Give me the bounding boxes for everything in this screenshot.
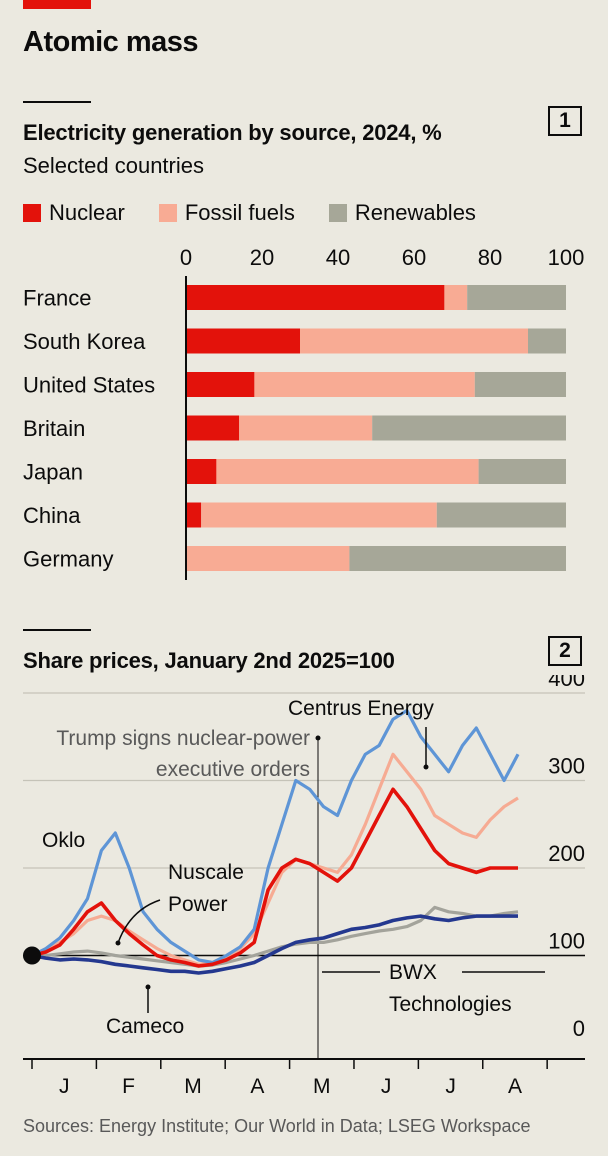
bar-renewables <box>436 502 566 528</box>
line-cameco <box>31 914 518 975</box>
brand-tag <box>23 0 91 9</box>
legend-label-fossil: Fossil fuels <box>184 200 295 225</box>
annotation-exec-orders: Trump signs nuclear-power executive order… <box>56 727 310 781</box>
x-tick-label: M <box>313 1075 331 1098</box>
label-nuscale-2: Power <box>168 893 228 916</box>
category-label: Germany <box>23 547 113 572</box>
leader-dot-cameco <box>145 984 151 990</box>
bar-renewables <box>467 285 566 310</box>
bar-fossil-fuels <box>300 328 528 354</box>
annotation-dot <box>315 735 321 741</box>
x-tick-label: J <box>59 1075 70 1098</box>
category-label: France <box>23 286 91 311</box>
bar-fossil-fuels <box>216 459 479 484</box>
section-rule-2 <box>23 629 91 631</box>
legend-swatch-nuclear <box>23 204 41 222</box>
label-nuscale-1: Nuscale <box>168 861 244 884</box>
legend-swatch-renewables <box>328 204 347 222</box>
y-tick-label: 0 <box>573 1016 585 1041</box>
bar-fossil-fuels <box>186 546 350 571</box>
label-bwx-1: BWX <box>389 961 437 984</box>
line-nuscale-power <box>31 787 518 968</box>
line-bwx-technologies <box>32 905 519 968</box>
legend-nuclear: Nuclear <box>23 200 125 226</box>
category-label: Japan <box>23 460 83 485</box>
page-title: Atomic mass <box>23 26 199 58</box>
x-tick-label: J <box>381 1075 392 1098</box>
sources-note: Sources: Energy Institute; Our World in … <box>23 1116 531 1136</box>
bar-nuclear <box>186 372 255 397</box>
x-tick-label: A <box>508 1075 522 1098</box>
legend-renewables: Renewables <box>328 200 476 226</box>
x-tick-label: M <box>184 1075 202 1098</box>
y-tick-label: 100 <box>548 929 585 954</box>
bar-chart: 0 20 40 60 80 100 France South Korea United Stat… <box>23 245 585 580</box>
label-cameco: Cameco <box>106 1015 184 1038</box>
bar-renewables <box>478 459 566 484</box>
legend-fossil: Fossil fuels <box>158 200 295 226</box>
category-label: China <box>23 503 81 528</box>
start-point-marker <box>23 946 41 965</box>
chart1-number: 1 <box>548 106 582 136</box>
chart1-legend: Nuclear Fossil fuels Renewables <box>23 200 510 226</box>
leader-dot-nuscale <box>115 940 121 946</box>
y-tick-label: 300 <box>548 754 585 779</box>
bar-renewables <box>474 372 566 397</box>
x-tick-label: 100 <box>548 245 585 270</box>
x-tick-label: A <box>250 1075 264 1098</box>
bar-nuclear <box>186 328 300 354</box>
leader-dot-centrus <box>423 764 429 770</box>
chart1-title: Electricity generation by source, 2024, … <box>23 120 442 145</box>
category-label: South Korea <box>23 329 146 354</box>
section-rule-1 <box>23 101 91 103</box>
line-chart: 0 100 200 300 400 J F M A M J J A Trump signs nuclear… <box>23 675 585 1098</box>
label-oklo: Oklo <box>42 829 85 852</box>
x-tick-label: 20 <box>250 245 274 270</box>
x-tick-label: F <box>122 1075 135 1098</box>
leader-nuscale <box>117 899 161 944</box>
x-tick-label: J <box>445 1075 456 1098</box>
line-oklo <box>31 708 520 965</box>
chart1-subtitle: Selected countries <box>23 153 204 178</box>
y-tick-label: 200 <box>548 841 585 866</box>
legend-label-renewables: Renewables <box>354 200 476 225</box>
bar-renewables <box>349 546 566 571</box>
x-tick-label: 80 <box>478 245 502 270</box>
bar-nuclear <box>186 285 445 310</box>
category-label: United States <box>23 373 155 398</box>
chart2-title: Share prices, January 2nd 2025=100 <box>23 648 395 673</box>
chart2-number: 2 <box>548 636 582 666</box>
legend-swatch-fossil <box>158 204 177 222</box>
category-label: Britain <box>23 416 85 441</box>
label-centrus: Centrus Energy <box>288 697 434 720</box>
bar-nuclear <box>186 502 202 528</box>
label-bwx-2: Technologies <box>389 993 512 1016</box>
bar-nuclear <box>186 415 240 441</box>
bar-renewables <box>372 415 566 441</box>
x-tick-label: 0 <box>180 245 192 270</box>
bar-nuclear <box>186 459 217 484</box>
x-tick-label: 60 <box>402 245 426 270</box>
bar-renewables <box>528 328 566 354</box>
bar-fossil-fuels <box>254 372 475 397</box>
bar-fossil-fuels <box>444 285 468 310</box>
y-tick-label: 400 <box>548 675 585 691</box>
bar-fossil-fuels <box>239 415 373 441</box>
bar-fossil-fuels <box>201 502 437 528</box>
x-tick-label: 40 <box>326 245 350 270</box>
legend-label-nuclear: Nuclear <box>49 200 125 225</box>
